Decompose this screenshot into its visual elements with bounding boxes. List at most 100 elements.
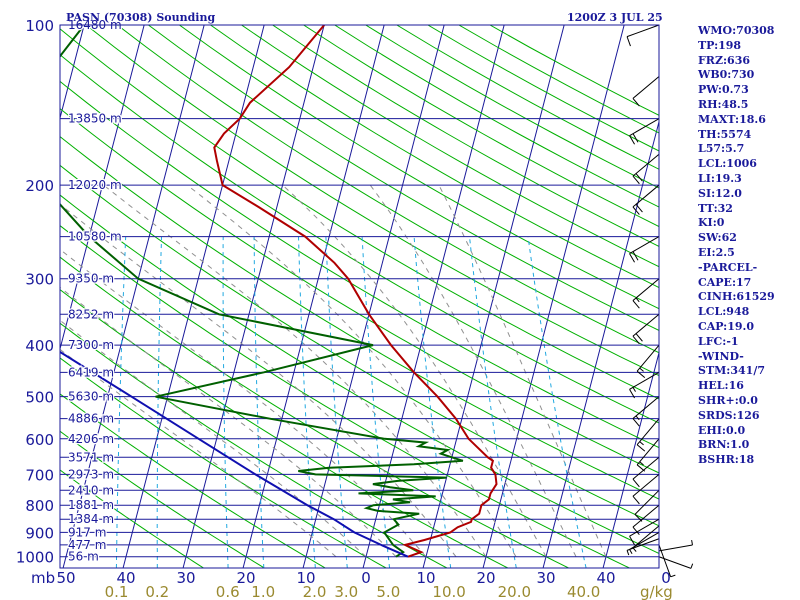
moist-adiabat — [438, 184, 607, 557]
wind-barb-half-flag — [639, 367, 644, 372]
wind-barb-staff — [634, 489, 660, 515]
dry-adiabat — [179, 25, 659, 310]
temperature-line — [213, 25, 498, 558]
wind-barb — [632, 76, 660, 107]
index-item: LCL:1006 — [698, 157, 757, 171]
indices-panel: WMO:70308 TP:198 FRZ:636 WB0:730 PW:0.73 RH:4… — [698, 24, 798, 468]
index-item: FRZ:636 — [698, 53, 751, 67]
wind-barb-half-flag — [639, 441, 644, 446]
temperature-tick-label: 50 — [56, 569, 75, 587]
pressure-label: 900 — [25, 524, 54, 542]
dry-adiabat — [60, 194, 659, 555]
station-title: PASN (70308) Sounding — [66, 11, 215, 24]
index-item: SW:62 — [698, 231, 737, 245]
profile-lines — [60, 25, 498, 558]
wind-barb — [636, 418, 660, 452]
dry-adiabat — [148, 25, 659, 332]
index-item: SRDS:126 — [698, 408, 760, 422]
index-item: LFC:-1 — [698, 334, 739, 348]
isotherm-line — [482, 25, 625, 568]
dry-adiabat — [60, 107, 659, 474]
wind-barb-flag — [635, 173, 643, 182]
wind-barb-half-flag — [691, 539, 693, 546]
wind-barb — [658, 544, 676, 578]
height-label: 2410 m — [68, 483, 114, 497]
index-item: CAP:19.0 — [698, 319, 755, 333]
height-label: 6419 m — [68, 365, 114, 379]
wind-barb-staff — [629, 236, 660, 255]
wind-barb-flag — [632, 418, 640, 427]
wind-barb — [629, 236, 660, 263]
isotherm-line — [0, 25, 24, 568]
index-item: TT:32 — [698, 201, 733, 215]
isotherm-line — [422, 25, 565, 568]
wind-barb — [629, 118, 660, 145]
wind-barb-staff — [629, 371, 660, 390]
temperature-tick-label: 0 — [361, 569, 371, 587]
wind-barb — [632, 184, 660, 215]
mixing-ratio-tick-label: 0.1 — [105, 583, 129, 600]
height-label: 4206 m — [68, 432, 114, 446]
wind-barb — [632, 396, 660, 427]
temperature-tick-label: 40 — [596, 569, 615, 587]
dry-adiabat — [60, 164, 659, 527]
dry-adiabat — [116, 25, 659, 354]
temperature-tick-label: 20 — [476, 569, 495, 587]
index-item: PW:0.73 — [698, 83, 749, 97]
isotherm-line — [182, 25, 325, 568]
mixing-ratio-line — [222, 236, 229, 568]
wind-barb-flag — [632, 335, 640, 345]
index-item: -WIND- — [698, 349, 744, 363]
mixing-ratio-tick-label: 10.0 — [432, 583, 465, 600]
wind-barb-staff — [632, 278, 660, 301]
wind-barb-flag — [636, 464, 646, 472]
wind-barb-staff — [632, 473, 660, 497]
height-label: 12020 m — [68, 178, 122, 192]
moist-adiabat — [60, 248, 427, 558]
height-label: 9350 m — [68, 272, 114, 286]
wind-barb-flag — [632, 98, 640, 107]
wind-barb-staff — [636, 344, 660, 372]
temperature-tick-label: 30 — [536, 569, 555, 587]
pressure-unit: mb — [31, 569, 55, 587]
mixing-ratio-tick-label: 2.0 — [303, 583, 327, 600]
dry-adiabat — [210, 25, 659, 289]
moist-adiabat — [103, 184, 487, 557]
wind-barb — [636, 438, 660, 472]
isotherm-line — [602, 350, 659, 568]
parcel-line — [60, 350, 409, 558]
wind-barb-flag — [629, 253, 635, 263]
index-item: KI:0 — [698, 216, 725, 230]
wind-barb — [626, 538, 660, 556]
dry-adiabat — [60, 135, 659, 500]
height-label: 56 m — [68, 550, 99, 564]
index-item: SHR+:0.0 — [698, 393, 758, 407]
height-label: 917 m — [68, 525, 106, 539]
dry-adiabat — [60, 256, 569, 568]
wind-barb-flag — [632, 206, 640, 215]
wind-barb-staff — [632, 396, 660, 419]
index-item: -PARCEL- — [698, 260, 758, 274]
wind-barb-flag — [634, 513, 643, 522]
time-label: 1200Z 3 JUL 25 — [567, 11, 663, 24]
wind-barb-flag — [632, 478, 640, 488]
wind-barb-staff — [636, 418, 660, 446]
dry-adiabat — [60, 54, 659, 424]
wind-barb-staff — [632, 184, 660, 208]
wind-barb-staff — [632, 153, 660, 177]
wind-barb-staff — [632, 313, 660, 337]
index-item: BRN:1.0 — [698, 438, 750, 452]
index-item: BSHR:18 — [698, 453, 755, 467]
wind-barb-half-flag — [690, 563, 694, 569]
temperature-tick-label: 0 — [661, 569, 671, 587]
wind-barb-half-flag — [635, 297, 640, 303]
wind-barb-half-flag — [635, 415, 640, 421]
isotherm-line — [362, 25, 505, 568]
pressure-label: 100 — [25, 17, 54, 35]
wind-barb-staff — [632, 76, 660, 99]
pressure-label: 400 — [25, 337, 54, 355]
wind-barb — [629, 371, 660, 399]
wind-barb-half-flag — [639, 461, 644, 466]
dewpoint-line — [60, 25, 464, 558]
dry-adiabat — [60, 322, 448, 568]
